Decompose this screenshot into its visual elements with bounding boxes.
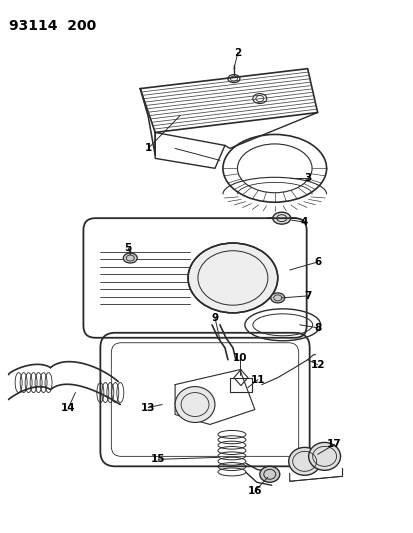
Text: 11: 11 (250, 375, 264, 385)
Text: 7: 7 (303, 291, 311, 301)
Ellipse shape (123, 253, 137, 263)
Ellipse shape (175, 386, 214, 423)
Text: 93114  200: 93114 200 (9, 19, 96, 33)
Text: 5: 5 (124, 243, 132, 253)
Ellipse shape (272, 212, 290, 224)
Ellipse shape (288, 447, 320, 475)
Text: 15: 15 (151, 454, 165, 464)
Text: 16: 16 (247, 486, 261, 496)
Text: 2: 2 (234, 48, 241, 58)
Text: 6: 6 (313, 257, 320, 267)
Text: 3: 3 (303, 173, 311, 183)
Text: 8: 8 (313, 323, 320, 333)
Text: 14: 14 (61, 402, 76, 413)
Text: 10: 10 (232, 353, 247, 362)
Text: 4: 4 (300, 217, 308, 227)
Text: 9: 9 (211, 313, 218, 323)
Ellipse shape (308, 442, 340, 470)
Ellipse shape (270, 293, 284, 303)
Text: 12: 12 (310, 360, 324, 370)
Text: 17: 17 (326, 439, 341, 449)
Ellipse shape (259, 466, 279, 482)
Text: 1: 1 (144, 143, 152, 154)
Ellipse shape (188, 243, 277, 313)
Text: 13: 13 (140, 402, 155, 413)
